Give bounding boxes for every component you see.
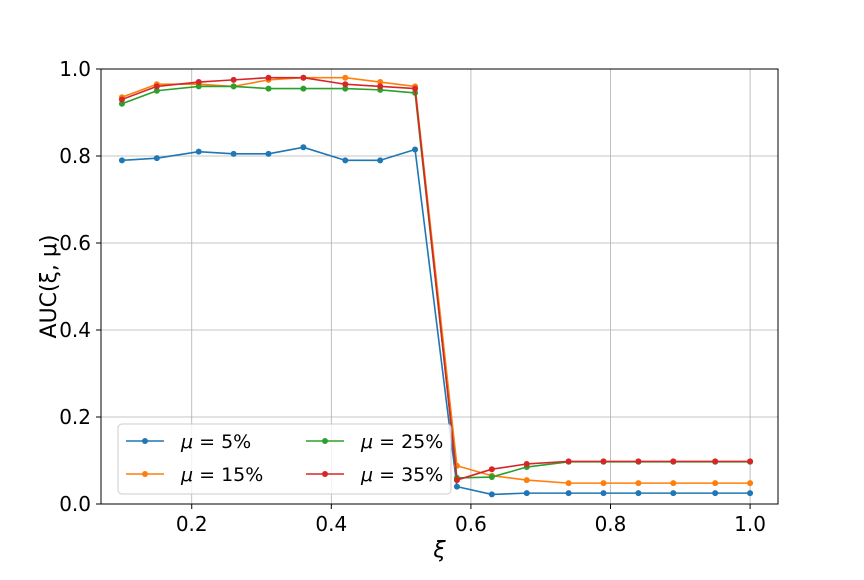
x-tick-label: 0.8 [595,512,627,536]
data-point [342,74,349,81]
data-point [453,483,460,490]
y-tick-label: 0.6 [59,231,91,255]
data-point [230,150,237,157]
y-tick-label: 0.4 [59,318,91,342]
legend-label: μ = 5% [180,431,251,453]
data-point [712,480,719,487]
data-point [488,474,495,481]
x-tick-label: 0.2 [176,512,208,536]
data-point [230,76,237,83]
data-point [600,458,607,465]
data-point [153,83,160,90]
y-tick-label: 1.0 [59,57,91,81]
series-line [121,76,751,481]
data-point [523,490,530,497]
data-point [265,150,272,157]
data-point [153,87,160,94]
x-axis-label: ξ [432,538,446,563]
data-point [153,155,160,162]
legend-entry: μ = 25% [306,431,443,453]
legend-swatch-marker [142,471,148,477]
y-axis-label: AUC(ξ, μ) [37,235,62,339]
data-point [747,480,754,487]
data-point [635,458,642,465]
y-tick-label: 0.8 [59,144,91,168]
data-point [600,480,607,487]
y-tick-label: 0.2 [59,405,91,429]
data-point [670,458,677,465]
data-point [265,74,272,81]
data-point [635,490,642,497]
x-tick-label: 1.0 [734,512,766,536]
data-point [747,490,754,497]
data-point [118,100,125,107]
data-point [747,458,754,465]
data-point [377,83,384,90]
data-point [635,480,642,487]
data-point [342,81,349,88]
data-point [118,157,125,164]
legend-label-value: = 5% [193,431,251,453]
data-point [488,466,495,473]
series-1 [118,144,754,498]
data-point [523,460,530,467]
data-point [600,490,607,497]
legend-entry: μ = 15% [126,464,263,486]
legend-label-symbol: μ [180,431,193,453]
axis-ticks: 0.2 0.4 0.6 0.8 1.0 0.0 0.2 0.4 0.6 0.8 1.0 [59,57,766,536]
x-tick-label: 0.6 [455,512,487,536]
data-point [712,458,719,465]
data-point [195,83,202,90]
data-point [118,96,125,103]
legend-box [117,423,452,495]
data-point [195,148,202,155]
legend-entry: μ = 35% [306,464,443,486]
data-point [300,85,307,92]
legend-label-symbol: μ [180,464,193,486]
data-point [377,157,384,164]
plot-frame [100,68,779,505]
legend-swatch-marker [322,438,328,444]
legend-label-value: = 15% [193,464,263,486]
data-point [230,83,237,90]
data-point [412,85,419,92]
legend-swatch-marker [322,471,328,477]
data-point [195,79,202,86]
data-point [412,146,419,153]
data-point [712,490,719,497]
data-point [565,480,572,487]
data-point [342,85,349,92]
data-point [565,490,572,497]
data-point [523,477,530,484]
data-point [377,79,384,86]
legend-label: μ = 15% [180,464,263,486]
y-tick-label: 0.0 [59,492,91,516]
legend-label: μ = 35% [360,464,443,486]
legend-label-value: = 35% [373,464,443,486]
legend-label-symbol: μ [360,464,373,486]
data-point [265,85,272,92]
legend-entry: μ = 5% [126,431,251,453]
legend-label-symbol: μ [360,431,373,453]
legend-swatch-marker [142,438,148,444]
data-point [565,458,572,465]
series-line [121,146,751,496]
data-point [488,491,495,498]
legend-label: μ = 25% [360,431,443,453]
data-point [670,480,677,487]
data-point [670,490,677,497]
x-tick-label: 0.4 [315,512,347,536]
data-point [342,157,349,164]
legend-label-value: = 25% [373,431,443,453]
data-point [300,144,307,151]
data-point [300,74,307,81]
legend: μ = 5%μ = 15%μ = 25%μ = 35% [117,423,452,495]
series-4 [118,74,754,484]
series-lines [118,74,754,498]
data-point [453,477,460,484]
